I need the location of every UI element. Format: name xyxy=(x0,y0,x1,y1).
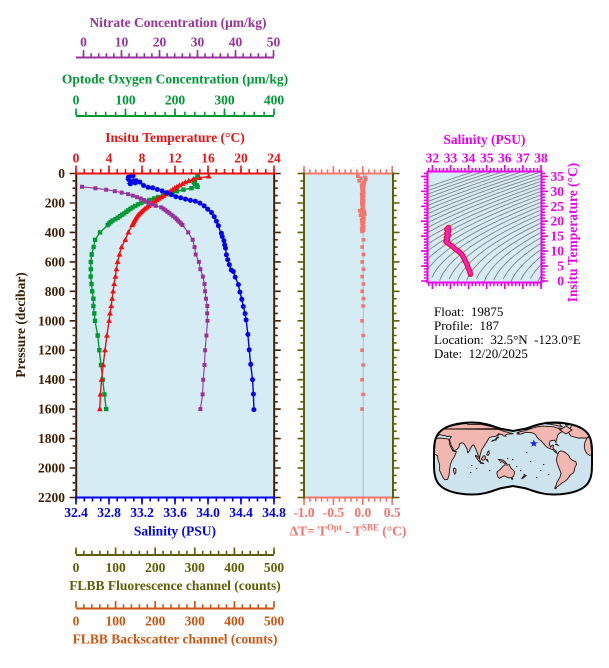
svg-text:-0.5: -0.5 xyxy=(323,505,345,520)
svg-text:4: 4 xyxy=(106,151,113,166)
svg-text:400: 400 xyxy=(224,560,245,575)
svg-text:1000: 1000 xyxy=(38,313,65,328)
svg-text:20: 20 xyxy=(153,35,167,50)
svg-text:400: 400 xyxy=(45,225,66,240)
svg-text:35: 35 xyxy=(551,169,565,184)
svg-text:16: 16 xyxy=(201,151,215,166)
svg-text:30: 30 xyxy=(551,184,565,199)
svg-text:35: 35 xyxy=(480,151,494,166)
svg-text:2200: 2200 xyxy=(38,490,65,505)
svg-text:Salinity (PSU): Salinity (PSU) xyxy=(134,524,216,539)
svg-text:34.0: 34.0 xyxy=(196,505,220,520)
svg-text:200: 200 xyxy=(145,560,166,575)
svg-text:33: 33 xyxy=(444,151,458,166)
svg-text:2000: 2000 xyxy=(38,461,65,476)
svg-text:10: 10 xyxy=(551,244,565,259)
svg-text:34.8: 34.8 xyxy=(262,505,286,520)
svg-text:300: 300 xyxy=(185,614,206,629)
svg-text:200: 200 xyxy=(165,93,186,108)
svg-text:0.0: 0.0 xyxy=(354,505,371,520)
svg-text:Optode Oxygen Concentration (μ: Optode Oxygen Concentration (μm/kg) xyxy=(62,72,288,87)
svg-text:100: 100 xyxy=(115,93,136,108)
svg-text:34.4: 34.4 xyxy=(229,505,253,520)
svg-text:Insitu Temperature (°C): Insitu Temperature (°C) xyxy=(565,163,580,302)
svg-text:1800: 1800 xyxy=(38,431,65,446)
svg-text:FLBB Fluorescence channel (cou: FLBB Fluorescence channel (counts) xyxy=(69,578,281,593)
svg-text:33.6: 33.6 xyxy=(163,505,187,520)
svg-text:34: 34 xyxy=(462,151,476,166)
svg-text:5: 5 xyxy=(557,259,564,274)
svg-text:10: 10 xyxy=(115,35,129,50)
svg-text:Nitrate Concentration (μm/kg): Nitrate Concentration (μm/kg) xyxy=(89,15,266,30)
svg-text:20: 20 xyxy=(551,214,565,229)
svg-text:0: 0 xyxy=(73,151,80,166)
svg-text:36: 36 xyxy=(498,151,512,166)
svg-text:12: 12 xyxy=(168,151,182,166)
svg-text:1600: 1600 xyxy=(38,402,65,417)
svg-text:30: 30 xyxy=(191,35,205,50)
svg-text:37: 37 xyxy=(516,151,530,166)
svg-text:ΔT= TOpt - TSBE (°C): ΔT= TOpt - TSBE (°C) xyxy=(290,523,407,539)
svg-text:Insitu Temperature (°C): Insitu Temperature (°C) xyxy=(105,130,244,145)
svg-text:Location: 32.5°N -123.0°E: Location: 32.5°N -123.0°E xyxy=(434,332,581,347)
svg-text:0: 0 xyxy=(80,35,87,50)
svg-text:0: 0 xyxy=(73,614,80,629)
svg-text:Salinity (PSU): Salinity (PSU) xyxy=(443,132,525,147)
svg-text:20: 20 xyxy=(234,151,248,166)
svg-text:400: 400 xyxy=(224,614,245,629)
svg-text:300: 300 xyxy=(214,93,235,108)
svg-text:200: 200 xyxy=(45,196,66,211)
svg-text:Pressure (decibar): Pressure (decibar) xyxy=(13,272,28,378)
svg-text:15: 15 xyxy=(551,229,565,244)
svg-text:8: 8 xyxy=(139,151,146,166)
svg-text:38: 38 xyxy=(534,151,548,166)
svg-text:40: 40 xyxy=(229,35,243,50)
svg-text:500: 500 xyxy=(264,560,285,575)
svg-text:0.5: 0.5 xyxy=(384,505,401,520)
svg-text:800: 800 xyxy=(45,284,66,299)
svg-text:Profile: 187: Profile: 187 xyxy=(434,318,499,333)
svg-text:500: 500 xyxy=(264,614,285,629)
svg-text:Float: 19875: Float: 19875 xyxy=(434,304,503,319)
svg-text:33.2: 33.2 xyxy=(130,505,154,520)
svg-text:200: 200 xyxy=(145,614,166,629)
svg-text:32: 32 xyxy=(426,151,440,166)
svg-text:FLBB Backscatter channel (coun: FLBB Backscatter channel (counts) xyxy=(73,632,278,647)
svg-text:0: 0 xyxy=(73,93,80,108)
svg-text:50: 50 xyxy=(267,35,281,50)
svg-text:Date: 12/20/2025: Date: 12/20/2025 xyxy=(434,346,528,361)
svg-text:32.4: 32.4 xyxy=(64,505,88,520)
svg-text:100: 100 xyxy=(105,560,126,575)
svg-text:0: 0 xyxy=(557,274,564,289)
svg-text:1400: 1400 xyxy=(38,372,65,387)
svg-text:-1.0: -1.0 xyxy=(293,505,315,520)
svg-text:100: 100 xyxy=(105,614,126,629)
svg-text:24: 24 xyxy=(267,151,281,166)
svg-text:0: 0 xyxy=(73,560,80,575)
svg-text:600: 600 xyxy=(45,254,66,269)
svg-text:1200: 1200 xyxy=(38,343,65,358)
svg-text:32.8: 32.8 xyxy=(97,505,121,520)
svg-text:300: 300 xyxy=(185,560,206,575)
svg-text:400: 400 xyxy=(264,93,285,108)
svg-text:25: 25 xyxy=(551,199,565,214)
svg-text:0: 0 xyxy=(58,166,65,181)
